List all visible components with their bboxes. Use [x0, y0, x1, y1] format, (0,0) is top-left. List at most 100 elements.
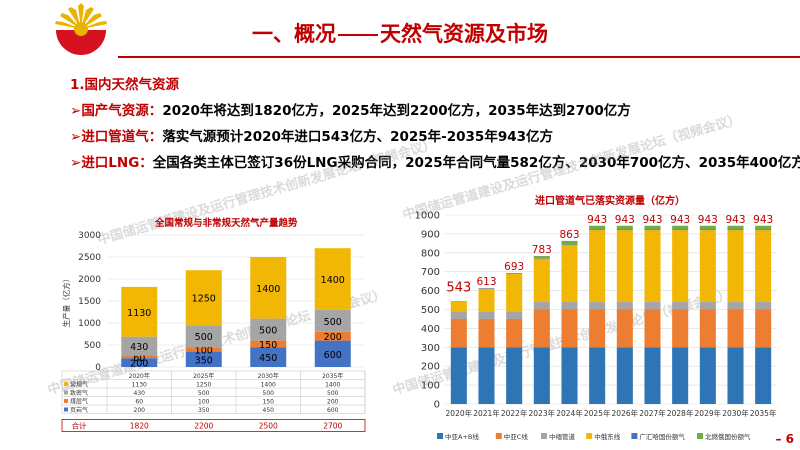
- legend-key: [631, 433, 638, 439]
- table-cell: 200: [327, 399, 339, 406]
- bar-segment: [672, 230, 689, 302]
- data-label: 60: [133, 353, 145, 364]
- bar-segment: [250, 257, 287, 319]
- bar-segment: [727, 229, 744, 231]
- bar-segment: [250, 340, 287, 348]
- page-title: 一、概况 天然气资源及市场: [252, 22, 548, 46]
- bar-segment: [506, 273, 523, 274]
- table-legend-key: [64, 390, 68, 395]
- x-tick-label: 2025年: [584, 408, 611, 418]
- table-cell: 430: [134, 390, 146, 397]
- legend-label: 中俄东线: [594, 432, 621, 441]
- body-text: 1.国内天然气资源 ➢国产气资源：2020年将达到1820亿方，2025年达到2…: [70, 72, 800, 176]
- data-label: 100: [195, 345, 213, 356]
- title-dash: [338, 34, 378, 36]
- bar-segment: [506, 311, 523, 319]
- table-cell: 1400: [325, 382, 340, 389]
- bar-segment: [589, 230, 606, 302]
- y-tick-label: 200: [421, 362, 440, 373]
- bar-segment: [450, 301, 467, 312]
- totals-cell: 1820: [130, 422, 149, 431]
- table-cell: 500: [263, 390, 275, 397]
- total-label: 943: [670, 214, 690, 226]
- y-tick-label: 500: [84, 341, 101, 351]
- bar-segment: [450, 318, 467, 348]
- data-label: 500: [324, 317, 342, 328]
- bar-segment: [755, 309, 772, 348]
- bar-segment: [644, 225, 661, 230]
- bar-segment: [644, 229, 661, 231]
- bullet-domestic: ➢国产气资源：2020年将达到1820亿方，2025年达到2200亿方，2035…: [70, 103, 631, 119]
- x-tick-label: 2021年: [473, 408, 500, 418]
- bar-segment: [250, 347, 287, 367]
- x-tick-label: 2030年: [722, 408, 749, 418]
- bar-segment: [589, 229, 606, 231]
- bar-segment: [755, 229, 772, 231]
- header-rule: [118, 56, 800, 58]
- bar-segment: [755, 301, 772, 310]
- bar-segment: [589, 301, 606, 310]
- y-tick-label: 100: [421, 381, 440, 392]
- y-tick-label: 1000: [78, 319, 101, 329]
- totals-label: 合计: [72, 421, 87, 431]
- table-cell: 100: [198, 399, 210, 406]
- data-label: 450: [259, 353, 277, 364]
- total-label: 943: [642, 214, 662, 226]
- bar-segment: [533, 257, 550, 259]
- x-tick-label: 2023年: [529, 408, 556, 418]
- total-label: 943: [725, 214, 745, 226]
- y-tick-label: 500: [421, 305, 440, 316]
- company-logo: [55, 3, 107, 55]
- y-tick-label: 2000: [78, 275, 101, 285]
- table-header-cell: 2030年: [258, 372, 279, 380]
- legend-label: 中亚C线: [504, 432, 529, 441]
- total-label: 783: [532, 244, 552, 256]
- right-chart-title: 进口管道气已落实资源量（亿方）: [535, 196, 685, 207]
- bar-segment: [478, 318, 495, 348]
- table-legend-label: 致密气: [70, 389, 88, 397]
- y-tick-label: 3000: [78, 231, 101, 241]
- data-label: 150: [259, 340, 277, 351]
- bar-segment: [533, 347, 550, 404]
- bar-segment: [533, 258, 550, 302]
- y-axis-label: 生产量（亿方）: [61, 275, 71, 328]
- table-legend-key: [64, 399, 68, 403]
- bar-segment: [727, 309, 744, 348]
- table-cell: 1400: [261, 382, 276, 389]
- bar-segment: [561, 240, 578, 245]
- bar-segment: [185, 351, 222, 367]
- table-legend-label: 页岩气: [70, 406, 88, 414]
- bar-segment: [672, 301, 689, 310]
- bar-segment: [533, 256, 550, 258]
- bar-segment: [533, 309, 550, 348]
- data-label: 1130: [127, 308, 151, 319]
- bar-segment: [755, 225, 772, 230]
- bar-segment: [533, 301, 550, 310]
- bar-segment: [478, 288, 495, 289]
- bar-segment: [699, 309, 716, 348]
- bar-segment: [755, 230, 772, 302]
- table-cell: 200: [134, 407, 146, 414]
- table-legend-label: 煤层气: [70, 398, 88, 406]
- bar-segment: [727, 301, 744, 310]
- bar-segment: [699, 229, 716, 231]
- bar-segment: [121, 336, 158, 356]
- y-tick-label: 300: [421, 343, 440, 354]
- y-tick-label: 600: [421, 286, 440, 297]
- bar-segment: [561, 347, 578, 404]
- table-legend-label: 常规气: [70, 381, 88, 389]
- bar-segment: [450, 311, 467, 319]
- bar-segment: [644, 347, 661, 404]
- bar-segment: [699, 347, 716, 404]
- bar-segment: [699, 225, 716, 230]
- table-legend-key: [64, 382, 68, 386]
- bar-segment: [616, 347, 633, 404]
- total-label: 863: [559, 229, 579, 241]
- bar-segment: [314, 340, 351, 367]
- data-label: 200: [130, 359, 148, 370]
- bar-segment: [185, 270, 222, 326]
- total-label: 543: [446, 280, 471, 295]
- bar-segment: [121, 286, 158, 337]
- legend-key: [697, 433, 703, 439]
- bar-segment: [589, 309, 606, 348]
